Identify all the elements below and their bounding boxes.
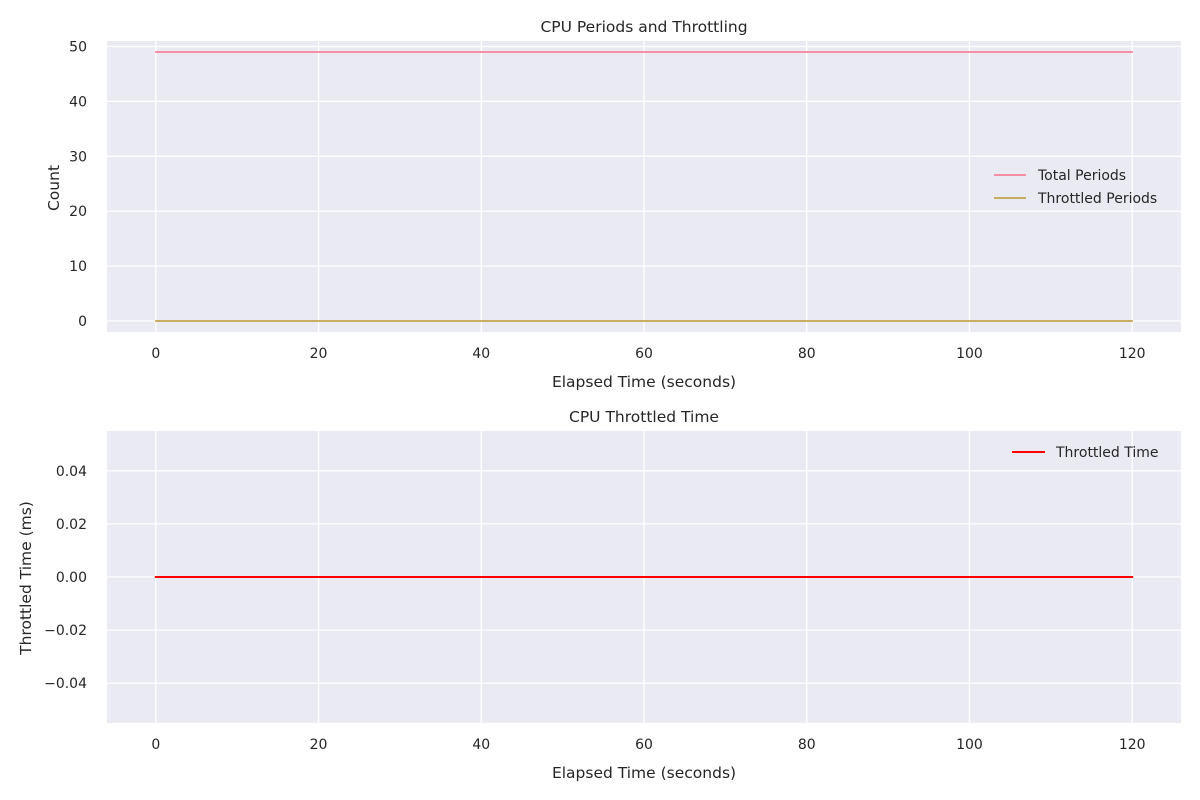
x-tick-label: 60 [635,346,653,362]
y-tick-label: 20 [69,204,87,220]
x-tick-label: 40 [472,737,490,753]
x-tick-label: 120 [1119,737,1146,753]
x-tick-label: 0 [151,346,160,362]
chart-cpu-periods: CPU Periods and Throttling Elapsed Time … [45,18,1181,391]
legend-label-throttled-periods: Throttled Periods [1037,191,1157,207]
y-tick-label: 0 [78,314,87,330]
series-1 [155,51,1133,322]
legend-2: Throttled Time [1012,445,1159,461]
x-axis-label-2: Elapsed Time (seconds) [552,764,736,782]
x-axis-label-1: Elapsed Time (seconds) [552,373,736,391]
y-tick-label: 40 [69,94,87,110]
x-tick-label: 80 [798,346,816,362]
x-tick-label: 80 [798,737,816,753]
y-tick-label: 50 [69,39,87,55]
x-ticks-2: 0 20 40 60 80 100 120 [151,737,1145,753]
chart-title-2: CPU Throttled Time [569,408,719,426]
y-tick-label: 0.04 [56,464,87,480]
legend-label-total-periods: Total Periods [1037,168,1126,184]
x-ticks-1: 0 20 40 60 80 100 120 [151,346,1145,362]
x-tick-label: 100 [956,737,983,753]
legend-label-throttled-time: Throttled Time [1055,445,1159,461]
y-ticks-1: 0 10 20 30 40 50 [69,39,87,330]
y-axis-label-2: Throttled Time (ms) [17,501,35,656]
x-tick-label: 100 [956,346,983,362]
y-tick-label: 30 [69,149,87,165]
y-tick-label: 0.02 [56,517,87,533]
x-tick-label: 0 [151,737,160,753]
y-tick-label: −0.04 [44,676,87,692]
legend-1: Total Periods Throttled Periods [994,168,1157,207]
y-tick-label: 0.00 [56,570,87,586]
y-axis-label-1: Count [45,165,63,211]
chart-title-1: CPU Periods and Throttling [540,18,747,36]
x-tick-label: 20 [310,737,328,753]
x-tick-label: 40 [472,346,490,362]
x-tick-label: 20 [310,346,328,362]
y-tick-label: −0.02 [44,623,87,639]
x-tick-label: 60 [635,737,653,753]
y-ticks-2: −0.04 −0.02 0.00 0.02 0.04 [44,464,87,692]
y-tick-label: 10 [69,259,87,275]
x-tick-label: 120 [1119,346,1146,362]
chart-cpu-throttled-time: CPU Throttled Time Elapsed Time (seconds… [17,408,1181,782]
